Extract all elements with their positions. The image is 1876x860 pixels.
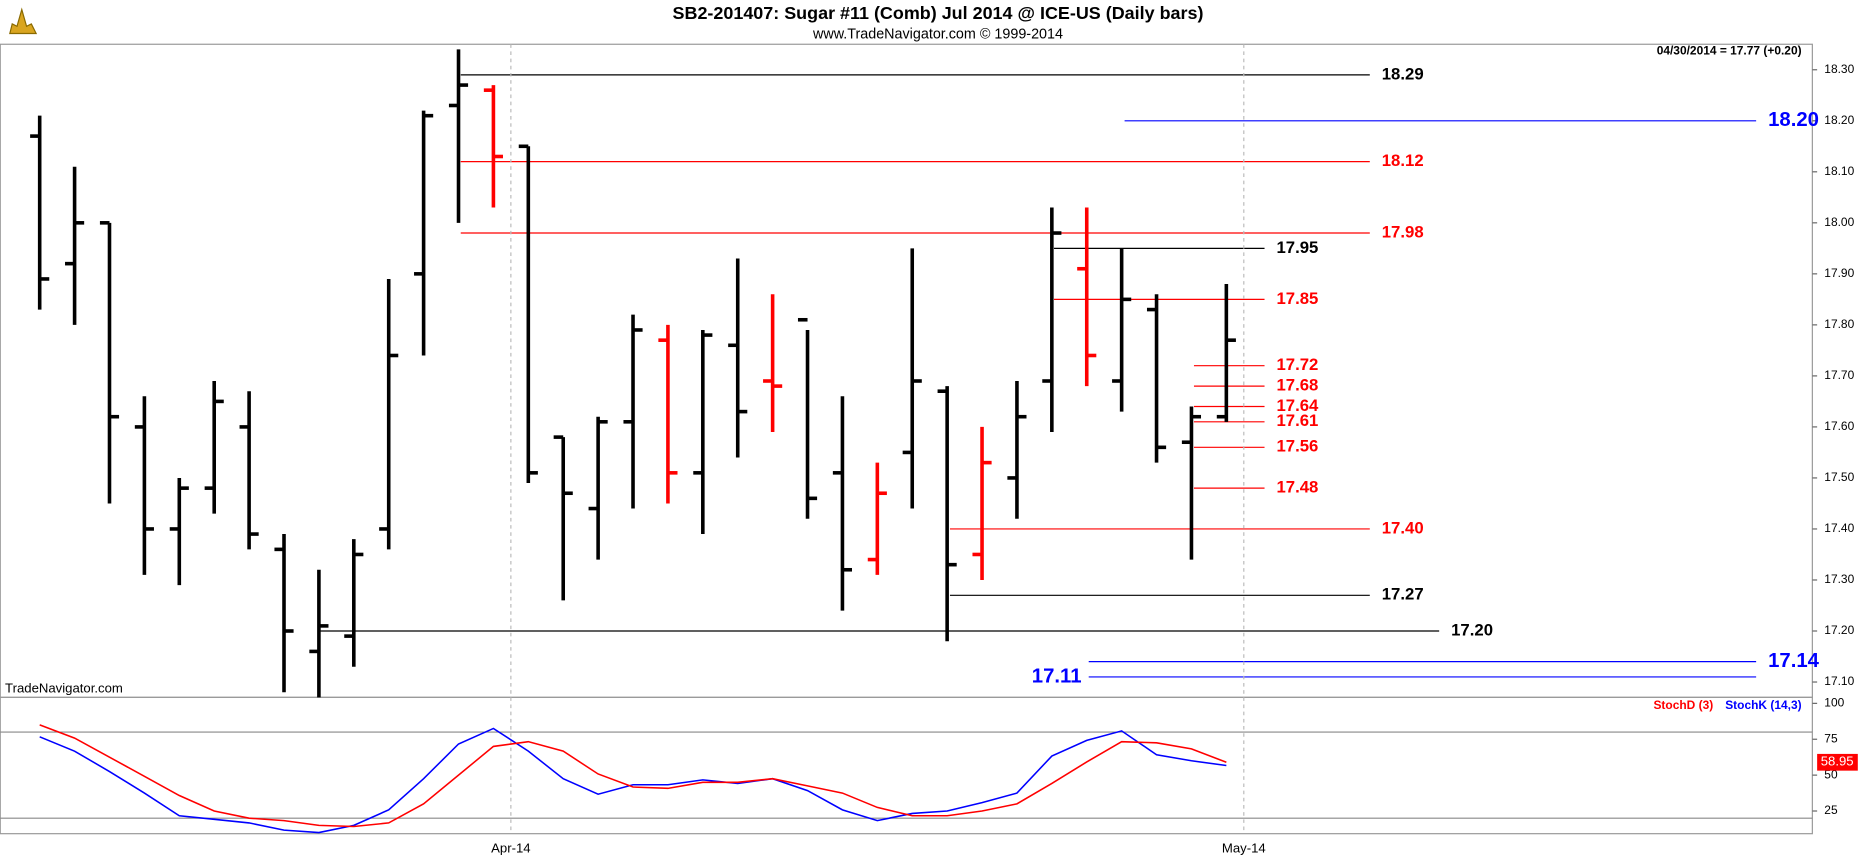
level-label: 18.20 [1768,109,1819,131]
level-label: 17.48 [1276,478,1318,497]
last-value-label: 58.95 [1821,754,1854,769]
level-label: 17.72 [1276,355,1318,374]
y-tick-label: 100 [1824,696,1844,710]
legend-entry: StochK (14,3) [1725,698,1801,712]
y-tick-label: 75 [1824,731,1838,745]
level-label: 17.95 [1276,238,1318,257]
x-tick-label: May-14 [1222,841,1266,856]
y-tick-label: 17.70 [1824,368,1854,382]
legend-entry: StochD (3) [1653,698,1713,712]
level-label: 18.12 [1382,151,1424,170]
y-tick-label: 18.30 [1824,62,1854,76]
level-label: 17.61 [1276,411,1318,430]
stoch-line [39,727,1227,834]
y-tick-label: 17.80 [1824,317,1854,331]
level-label: 17.40 [1382,518,1424,537]
level-label: 17.85 [1276,289,1318,308]
level-label: 17.64 [1276,396,1319,415]
level-label: 17.68 [1276,376,1318,395]
x-tick-label: Apr-14 [491,841,530,856]
y-tick-label: 17.40 [1824,521,1854,535]
last-quote: 04/30/2014 = 17.77 (+0.20) [1657,44,1802,58]
y-tick-label: 50 [1824,767,1838,781]
y-tick-label: 17.30 [1824,572,1854,586]
stoch-line [39,724,1227,828]
level-label: 18.29 [1382,64,1424,83]
level-label: 17.11 [1032,665,1082,687]
stoch-panel [0,696,1813,835]
y-tick-label: 25 [1824,803,1838,817]
y-tick-label: 17.10 [1824,674,1854,688]
y-tick-label: 17.60 [1824,419,1854,433]
level-label: 17.20 [1451,620,1493,639]
chart-subtitle: www.TradeNavigator.com © 1999-2014 [812,26,1063,42]
level-label: 17.27 [1382,585,1424,604]
level-label: 17.14 [1768,650,1820,672]
y-tick-label: 18.20 [1824,113,1854,127]
chart-title: SB2-201407: Sugar #11 (Comb) Jul 2014 @ … [673,3,1204,23]
last-value-tag [1817,753,1858,771]
y-tick-label: 18.00 [1824,215,1854,229]
logo [9,7,38,35]
y-tick-label: 17.20 [1824,623,1854,637]
watermark: TradeNavigator.com [5,680,123,695]
level-label: 17.56 [1276,437,1318,456]
level-label: 17.98 [1382,222,1424,241]
y-tick-label: 18.10 [1824,164,1854,178]
y-tick-label: 17.50 [1824,470,1854,484]
y-tick-label: 17.90 [1824,266,1854,280]
